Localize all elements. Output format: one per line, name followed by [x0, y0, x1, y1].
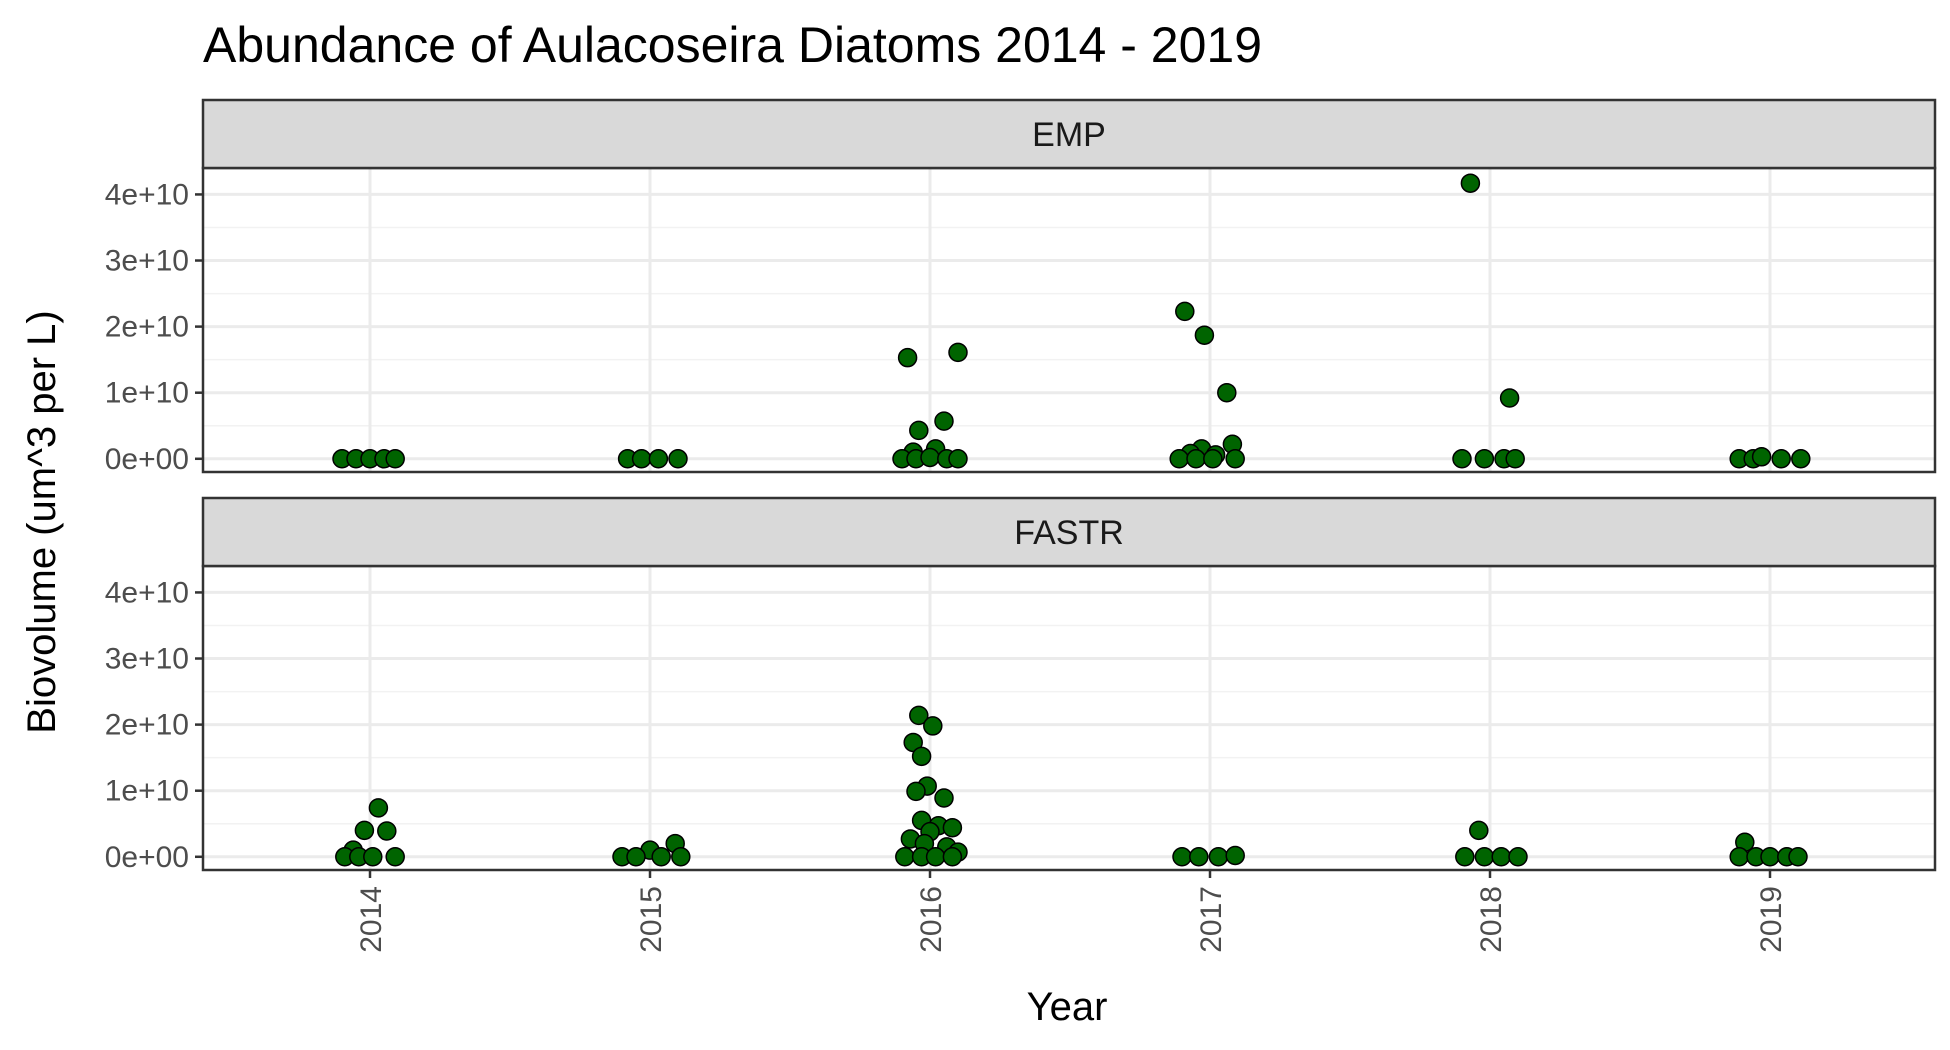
data-point	[920, 447, 940, 468]
y-tick-label: 4e+10	[105, 178, 189, 211]
data-point	[1169, 449, 1189, 469]
strip-background	[201, 98, 1937, 170]
y-tick-label: 0e+00	[105, 841, 189, 874]
data-point	[1194, 325, 1215, 345]
y-tick-label: 4e+10	[105, 576, 189, 609]
strip-background	[201, 496, 1937, 568]
x-tick-label: 2019	[1755, 886, 1788, 953]
data-point	[385, 449, 405, 469]
y-tick-label: 3e+10	[105, 643, 189, 676]
panel-background	[203, 566, 1935, 870]
data-point	[906, 781, 926, 802]
data-point	[948, 342, 968, 363]
data-point	[1460, 173, 1481, 193]
y-tick-label: 1e+10	[105, 775, 189, 808]
data-point	[671, 847, 691, 867]
data-point	[934, 788, 954, 808]
x-tick-label: 2018	[1475, 886, 1508, 953]
y-tick-label: 1e+10	[105, 377, 189, 410]
panel-emp: EMP 0e+00 1e+10 2e+10 3e+10 4e+10	[105, 98, 1937, 476]
chart-title: Abundance of Aulacoseira Diatoms 2014 - …	[203, 17, 1262, 73]
data-point	[651, 847, 671, 867]
x-tick-label: 2015	[635, 886, 668, 953]
y-tick-label: 2e+10	[105, 709, 189, 742]
data-point	[1175, 301, 1195, 322]
y-axis-title: Biovolume (um^3 per L)	[20, 310, 64, 733]
data-point	[1505, 449, 1525, 469]
data-point	[354, 820, 375, 841]
data-point	[368, 798, 389, 818]
data-point	[1760, 847, 1780, 867]
data-point	[1189, 847, 1209, 867]
y-tick-label: 3e+10	[105, 245, 189, 278]
data-point	[948, 449, 968, 469]
panels: EMP 0e+00 1e+10 2e+10 3e+10 4e+10 FASTR 0e+00 1e…	[105, 98, 1937, 874]
data-point	[1225, 449, 1245, 469]
data-point	[1172, 847, 1192, 867]
data-point	[909, 705, 929, 726]
data-point	[1203, 449, 1223, 469]
data-point	[1208, 847, 1229, 867]
panel-background	[203, 168, 1935, 472]
data-point	[1491, 847, 1511, 867]
data-point	[363, 847, 383, 867]
y-tick-label: 0e+00	[105, 443, 189, 476]
data-point	[626, 847, 646, 867]
data-point	[1217, 382, 1237, 403]
data-point	[648, 449, 669, 469]
x-tick-label: 2014	[355, 886, 388, 953]
data-point	[377, 821, 397, 841]
data-point	[1791, 449, 1811, 469]
x-tick-label: 2016	[915, 886, 948, 953]
data-point	[1474, 847, 1495, 867]
data-point	[1508, 847, 1528, 867]
data-point	[1452, 449, 1472, 469]
strip-label: EMP	[1032, 116, 1106, 154]
panel-fastr: FASTR 0e+00 1e+10 2e+10 3e+10 4e+10	[105, 496, 1937, 874]
data-point	[1771, 449, 1791, 469]
data-point	[631, 449, 652, 469]
data-point	[897, 347, 918, 368]
data-point	[1469, 820, 1489, 841]
data-point	[1751, 447, 1772, 467]
data-point	[1186, 449, 1206, 469]
data-point	[925, 847, 946, 867]
data-point	[911, 746, 932, 767]
data-point	[1455, 847, 1475, 867]
data-point	[909, 420, 929, 441]
data-point	[668, 449, 688, 469]
data-point	[934, 411, 954, 431]
data-point	[923, 716, 943, 736]
x-tick-label: 2017	[1195, 886, 1228, 953]
data-point	[1474, 449, 1495, 469]
data-point	[385, 847, 405, 867]
data-point	[1499, 388, 1520, 408]
data-point	[942, 847, 963, 867]
data-point	[895, 847, 915, 867]
data-point	[1729, 847, 1749, 867]
x-axis-title: Year	[1027, 985, 1108, 1029]
x-axis: 2014 2015 2016 2017 2018 2019	[355, 870, 1788, 953]
data-point	[1225, 845, 1245, 866]
y-tick-label: 2e+10	[105, 311, 189, 344]
data-point	[942, 817, 963, 838]
strip-label: FASTR	[1014, 514, 1124, 552]
data-point	[1788, 847, 1808, 867]
